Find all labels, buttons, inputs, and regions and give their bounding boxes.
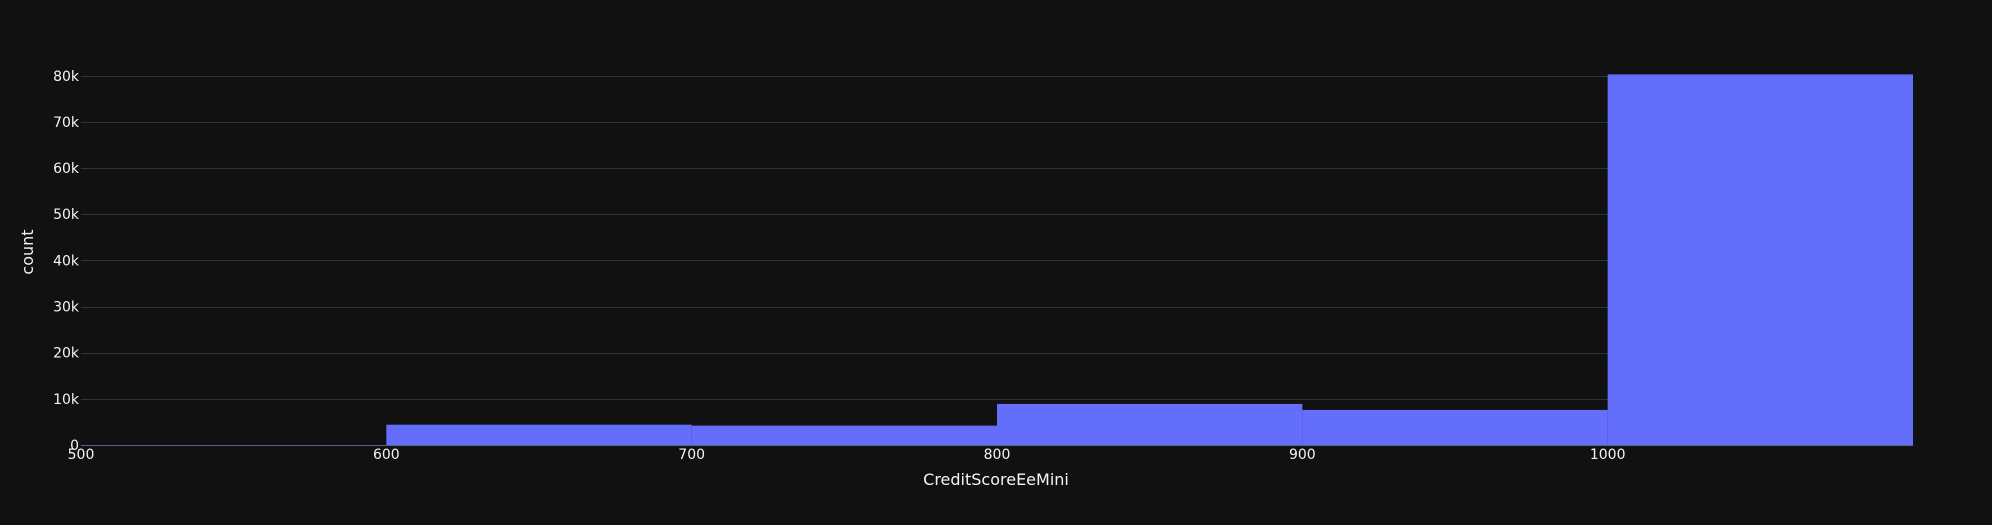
y-tick-label: 60k — [53, 161, 80, 177]
y-tick-label: 50k — [53, 207, 80, 223]
x-axis-ticks: 500 600 700 800 900 1000 — [68, 447, 1626, 463]
x-tick-label: 700 — [678, 447, 705, 463]
x-axis-title: CreditScoreEeMini — [923, 470, 1069, 489]
bars — [386, 74, 1913, 445]
histogram-bar — [691, 425, 997, 445]
histogram-bar — [997, 403, 1303, 445]
y-tick-label: 70k — [53, 115, 80, 131]
x-tick-label: 1000 — [1590, 447, 1626, 463]
y-tick-label: 80k — [53, 69, 80, 85]
y-axis-title: count — [18, 229, 37, 274]
histogram-bar — [1302, 409, 1608, 445]
y-tick-label: 10k — [53, 392, 80, 408]
histogram-bar — [1607, 74, 1913, 445]
y-tick-label: 20k — [53, 346, 80, 362]
y-axis-ticks: 0 10k 20k 30k 40k 50k 60k 70k 80k — [53, 69, 80, 454]
y-tick-label: 30k — [53, 300, 80, 316]
histogram-bar — [386, 424, 692, 445]
x-tick-label: 500 — [68, 447, 95, 463]
x-tick-label: 600 — [373, 447, 400, 463]
x-tick-label: 900 — [1289, 447, 1316, 463]
x-tick-label: 800 — [984, 447, 1011, 463]
y-tick-label: 40k — [53, 253, 80, 269]
y-tick-label: 0 — [70, 438, 79, 454]
